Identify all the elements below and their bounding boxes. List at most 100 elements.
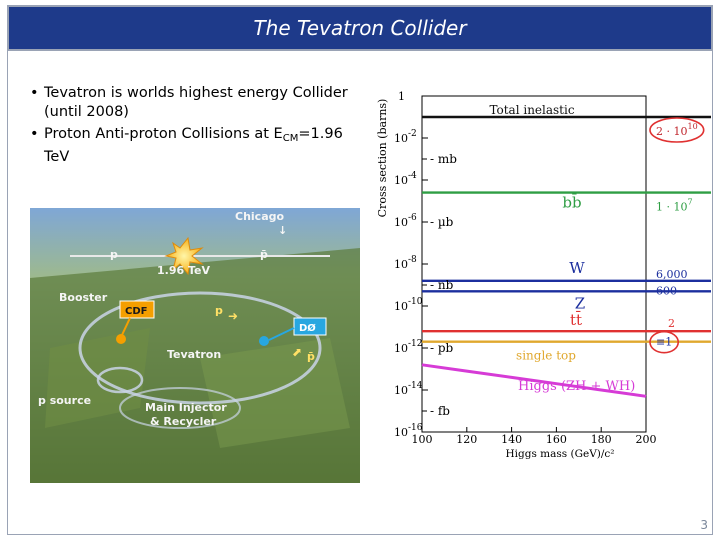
page-title: The Tevatron Collider (253, 16, 467, 40)
chart-background (372, 86, 712, 464)
slide-frame (7, 51, 713, 535)
y-tick-label: 10-12 (394, 339, 423, 355)
series-label: tt̄ (570, 311, 582, 329)
bullet-text-prefix: Proton Anti-proton Collisions at E (44, 126, 283, 142)
unit-label: - nb (430, 278, 454, 292)
right-value-label: 2 (668, 317, 675, 330)
y-tick-label: 10-8 (394, 255, 417, 271)
bullet-dot-icon: • (30, 126, 39, 142)
right-value-text: 2 (668, 317, 675, 330)
title-bar: The Tevatron Collider (7, 5, 713, 51)
y-tick-base: 10 (394, 300, 408, 313)
beam-arrow-icon: ➜ (228, 309, 238, 323)
right-value-label: 600 (656, 284, 677, 297)
series-layer (421, 115, 711, 398)
series-label: Z (575, 294, 585, 312)
cdf-badge (119, 300, 155, 319)
series-label: bb̄ (562, 193, 581, 211)
y-axis-title: Cross section (barns) (376, 99, 389, 218)
y-tick-base: 10 (394, 132, 408, 145)
series-label: W (569, 259, 585, 277)
right-value-label: ≡1 (656, 336, 672, 349)
unit-label: - pb (430, 341, 454, 355)
beam-arrow-icon: ⬈ (292, 345, 302, 359)
right-value-exponent: 7 (688, 198, 693, 207)
bullet-item: • Tevatron is worlds highest energy Coll… (30, 84, 350, 122)
y-tick-label: 10-14 (394, 381, 423, 397)
y-tick-label: 10-6 (394, 213, 417, 229)
main-injector-ring (119, 387, 241, 429)
photo-label-main-injector: Main Injector (145, 401, 227, 414)
photo-label-cdf: CDF (125, 306, 147, 317)
d0-pointer (268, 327, 295, 341)
right-value-label: 6,000 (656, 268, 688, 281)
y-tick-base: 10 (394, 174, 408, 187)
right-value-text: 1 · 10 (656, 201, 688, 214)
bullet-text: Tevatron is worlds highest energy Collid… (44, 85, 348, 120)
photo-label-p-source: p source (38, 394, 91, 407)
x-tick-label: 140 (501, 433, 522, 446)
photo-label-chicago: Chicago (235, 210, 284, 223)
y-tick-label: 10-2 (394, 129, 417, 145)
right-value-label: 1 · 107 (656, 198, 693, 214)
x-tick-label: 100 (412, 433, 433, 446)
photo-label-d0: DØ (299, 322, 316, 334)
right-value-labels: 2 · 1010 1 · 107 6,000 600 2 ≡1 (649, 117, 705, 354)
photo-label-tevatron: Tevatron (167, 348, 221, 361)
y-tick-exponent: -16 (408, 423, 423, 433)
page-number: 3 (700, 518, 708, 532)
y-tick-exponent: -2 (408, 129, 417, 139)
d0-location-marker (259, 336, 269, 346)
circle-highlight (649, 117, 705, 143)
series-line-higgs (421, 363, 647, 398)
x-tick-label: 180 (591, 433, 612, 446)
y-tick-exponent: -4 (408, 171, 417, 181)
y-tick-base: 10 (394, 258, 408, 271)
d0-badge (293, 317, 327, 336)
unit-label: - mb (430, 152, 457, 166)
right-value-text: 2 · 10 (656, 125, 688, 138)
x-tick-label: 120 (456, 433, 477, 446)
booster-ring (96, 366, 144, 394)
y-tick-exponent: -8 (408, 255, 417, 265)
bullet-text: Proton Anti-proton Collisions at ECM=1.9… (44, 125, 350, 167)
cdf-pointer (121, 317, 131, 336)
tevatron-ring (78, 291, 322, 405)
y-tick-label: 10-4 (394, 171, 417, 187)
y-tick-label: 10-10 (394, 297, 423, 313)
collision-burst-icon (164, 236, 204, 276)
photo-label-p: p (110, 248, 118, 261)
series-label-higgs: Higgs (ZH + WH) (518, 379, 635, 394)
y-tick-exponent: -14 (408, 381, 423, 391)
y-tick-label: 1 (398, 90, 405, 103)
right-value-label: 2 · 1010 (656, 122, 698, 138)
right-value-exponent: 10 (688, 122, 698, 131)
bullet-item: • Proton Anti-proton Collisions at ECM=1… (30, 125, 350, 167)
x-tick-label: 160 (546, 433, 567, 446)
y-tick-exponent: -10 (408, 297, 423, 307)
y-tick-base: 10 (394, 216, 408, 229)
right-value-text: ≡1 (656, 336, 672, 349)
right-value-text: 6,000 (656, 268, 688, 281)
right-value-text: 600 (656, 284, 677, 297)
photo-label-pbar-beam: p̄ (307, 350, 315, 363)
y-tick-label: 10-16 (394, 423, 423, 439)
bullet-text-suffix: =1.96 TeV (44, 126, 343, 165)
y-tick-exponent: -12 (408, 339, 423, 349)
x-axis-title: Higgs mass (GeV)/c² (505, 448, 614, 460)
unit-label: - µb (430, 215, 454, 229)
y-tick-base: 10 (394, 342, 408, 355)
photo-label-energy: 1.96 TeV (157, 264, 210, 277)
photo-label-booster: Booster (59, 291, 108, 304)
x-tick-label: 200 (636, 433, 657, 446)
photo-label-recycler: & Recycler (150, 415, 217, 428)
y-tick-exponent: -6 (408, 213, 417, 223)
circle-highlight (649, 330, 680, 354)
down-arrow-icon: ↓ (278, 224, 287, 237)
unit-label: - fb (430, 404, 450, 418)
unit-marks: - mb - µb - nb - pb - fb (422, 152, 457, 418)
photo-label-p-beam: p (215, 304, 223, 317)
